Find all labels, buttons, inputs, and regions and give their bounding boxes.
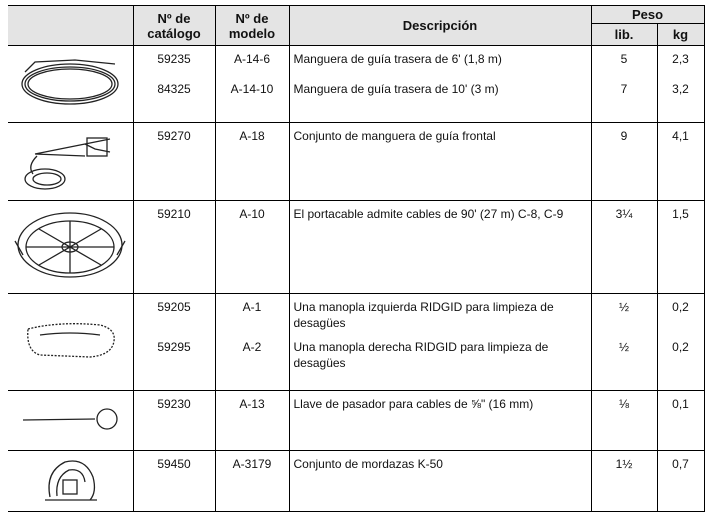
weight-kg: 0,2 bbox=[656, 293, 705, 334]
item-row: 59295 A-2 Una manopla derecha RIDGID para … bbox=[8, 333, 705, 391]
weight-kg: 0,7 bbox=[656, 450, 705, 512]
header-catalog: Nº de catálogo bbox=[132, 5, 216, 46]
description: Una manopla izquierda RIDGID para limpie… bbox=[288, 293, 592, 334]
header-blank bbox=[8, 5, 134, 46]
catalog-number: 59205 bbox=[132, 293, 216, 334]
header-model: Nº de modelo bbox=[214, 5, 290, 46]
accessory-table: Nº de catálogo Nº de modelo Descripción … bbox=[8, 5, 705, 512]
header-lib: lib. bbox=[590, 23, 658, 46]
weight-kg: 0,1 bbox=[656, 390, 705, 451]
description: Manguera de guía trasera de 10' (3 m) bbox=[288, 75, 592, 123]
description: Conjunto de manguera de guía frontal bbox=[288, 122, 592, 201]
header-weight: Peso bbox=[590, 5, 705, 24]
weight-lib: 1½ bbox=[590, 450, 658, 512]
header-description: Descripción bbox=[288, 5, 592, 46]
item-row: 59270 A-18 Conjunto de manguera de guía fr… bbox=[8, 122, 705, 201]
model-number: A-2 bbox=[214, 333, 290, 391]
description: Conjunto de mordazas K-50 bbox=[288, 450, 592, 512]
weight-lib: ⅛ bbox=[590, 390, 658, 451]
catalog-number: 59450 bbox=[132, 450, 216, 512]
item-image bbox=[8, 293, 134, 391]
description: El portacable admite cables de 90' (27 m… bbox=[288, 200, 592, 294]
model-number: A-18 bbox=[214, 122, 290, 201]
model-number: A-13 bbox=[214, 390, 290, 451]
catalog-number: 59230 bbox=[132, 390, 216, 451]
weight-lib: 3¼ bbox=[590, 200, 658, 294]
weight-lib: ½ bbox=[590, 293, 658, 334]
catalog-number: 59270 bbox=[132, 122, 216, 201]
weight-kg: 2,3 bbox=[656, 45, 705, 76]
catalog-number: 59210 bbox=[132, 200, 216, 294]
model-number: A-3179 bbox=[214, 450, 290, 512]
item-row: 84325 A-14-10 Manguera de guía trasera de … bbox=[8, 75, 705, 123]
catalog-number: 84325 bbox=[132, 75, 216, 123]
item-image bbox=[8, 200, 134, 294]
weight-lib: 9 bbox=[590, 122, 658, 201]
item-image bbox=[8, 122, 134, 201]
item-image bbox=[8, 450, 134, 512]
model-number: A-14-6 bbox=[214, 45, 290, 76]
weight-kg: 0,2 bbox=[656, 333, 705, 391]
catalog-number: 59235 bbox=[132, 45, 216, 76]
item-image bbox=[8, 390, 134, 451]
header-kg: kg bbox=[656, 23, 705, 46]
description: Una manopla derecha RIDGID para limpieza… bbox=[288, 333, 592, 391]
table-body: 59235 A-14-6 Manguera de guía trasera de 6… bbox=[8, 45, 705, 512]
item-row: 59450 A-3179 Conjunto de mordazas K-50 1½ 0,… bbox=[8, 450, 705, 512]
catalog-number: 59295 bbox=[132, 333, 216, 391]
item-row: 59210 A-10 El portacable admite cables de … bbox=[8, 200, 705, 294]
model-number: A-14-10 bbox=[214, 75, 290, 123]
item-image bbox=[8, 45, 134, 123]
weight-lib: ½ bbox=[590, 333, 658, 391]
weight-lib: 5 bbox=[590, 45, 658, 76]
description: Manguera de guía trasera de 6' (1,8 m) bbox=[288, 45, 592, 76]
model-number: A-1 bbox=[214, 293, 290, 334]
item-row: 59205 A-1 Una manopla izquierda RIDGID par… bbox=[8, 293, 705, 391]
weight-kg: 1,5 bbox=[656, 200, 705, 294]
item-row: 59235 A-14-6 Manguera de guía trasera de 6… bbox=[8, 45, 705, 123]
item-row: 59230 A-13 Llave de pasador para cables de… bbox=[8, 390, 705, 451]
weight-kg: 4,1 bbox=[656, 122, 705, 201]
weight-kg: 3,2 bbox=[656, 75, 705, 123]
description: Llave de pasador para cables de ⅝" (16 m… bbox=[288, 390, 592, 451]
weight-lib: 7 bbox=[590, 75, 658, 123]
model-number: A-10 bbox=[214, 200, 290, 294]
